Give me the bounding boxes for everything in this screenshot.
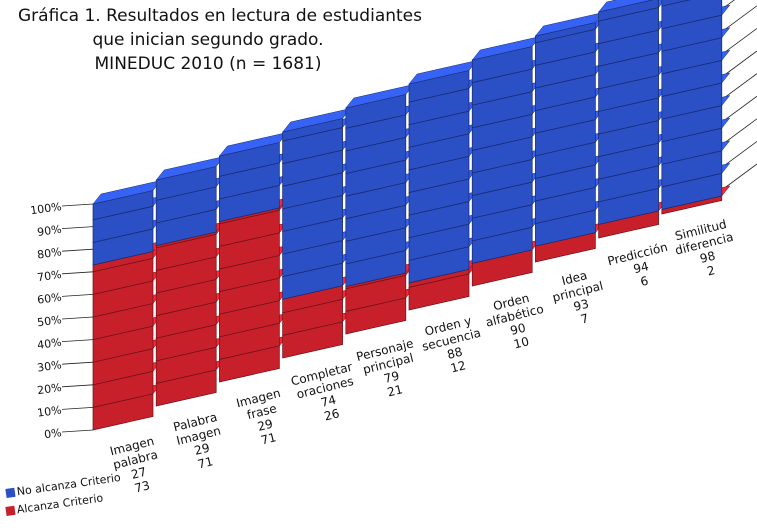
y-tick-mark	[61, 429, 94, 433]
y-tick-label: 30%	[36, 358, 62, 374]
chart-title-line-1: Gráfica 1. Resultados en lectura de estu…	[18, 6, 422, 26]
data-label: 73	[133, 478, 151, 495]
data-label: 29	[193, 441, 211, 458]
y-tick-label: 0%	[43, 426, 62, 441]
y-tick-mark	[61, 226, 94, 229]
data-label: 7	[579, 311, 590, 326]
category-label: Idea	[560, 268, 589, 288]
gridline	[721, 28, 757, 55]
y-tick-label: 90%	[36, 223, 62, 239]
y-tick-label: 70%	[36, 268, 62, 284]
data-label: 93	[572, 297, 590, 314]
y-tick-mark	[61, 316, 94, 320]
y-tick-mark	[61, 407, 94, 410]
data-label: 21	[386, 382, 404, 399]
bar-no-alcanza	[598, 0, 659, 22]
data-label: 27	[130, 465, 148, 482]
y-tick-label: 100%	[29, 200, 62, 217]
y-tick-mark	[61, 248, 94, 252]
data-label: 94	[632, 259, 650, 276]
chart-title-line-3: MINEDUC 2010 (n = 1681)	[94, 54, 322, 74]
data-label: 29	[256, 417, 274, 434]
gridline	[721, 163, 757, 191]
data-label: 2	[706, 263, 717, 278]
legend-swatch-alcanza	[5, 505, 16, 516]
legend-swatch-no-alcanza	[5, 487, 16, 498]
bar-no-alcanza	[661, 0, 723, 30]
data-label: 6	[639, 274, 650, 289]
y-tick-mark	[61, 339, 94, 342]
data-label: 79	[382, 369, 400, 386]
data-label: 12	[449, 358, 467, 375]
data-label: 26	[323, 406, 341, 423]
chart-title: Gráfica 1. Resultados en lectura de estu…	[18, 4, 422, 76]
y-tick-mark	[61, 294, 94, 297]
y-tick-mark	[61, 384, 94, 388]
bar-no-alcanza-top	[597, 0, 653, 13]
data-label: 71	[259, 430, 277, 447]
y-tick-mark	[61, 361, 94, 365]
y-tick-label: 80%	[36, 245, 62, 261]
gridline	[721, 141, 757, 168]
gridline	[721, 50, 757, 78]
y-tick-mark	[61, 203, 94, 207]
data-label: 90	[509, 321, 527, 338]
y-tick-label: 60%	[36, 290, 62, 306]
y-tick-label: 10%	[36, 403, 62, 419]
data-label: 71	[196, 454, 214, 471]
data-label: 98	[698, 249, 716, 266]
data-label: 10	[512, 334, 530, 351]
y-tick-label: 20%	[36, 381, 62, 397]
y-tick-label: 40%	[36, 336, 62, 352]
data-label: 74	[319, 393, 337, 410]
gridline	[721, 5, 757, 33]
gridline	[721, 118, 757, 146]
chart-title-line-2: que inician segundo grado.	[92, 30, 324, 50]
y-tick-mark	[61, 271, 94, 275]
data-label: 88	[446, 345, 464, 362]
y-tick-label: 50%	[36, 313, 62, 329]
gridline	[721, 73, 757, 100]
bar-no-alcanza	[661, 0, 691, 7]
gridline	[721, 0, 735, 10]
gridline	[721, 95, 757, 123]
